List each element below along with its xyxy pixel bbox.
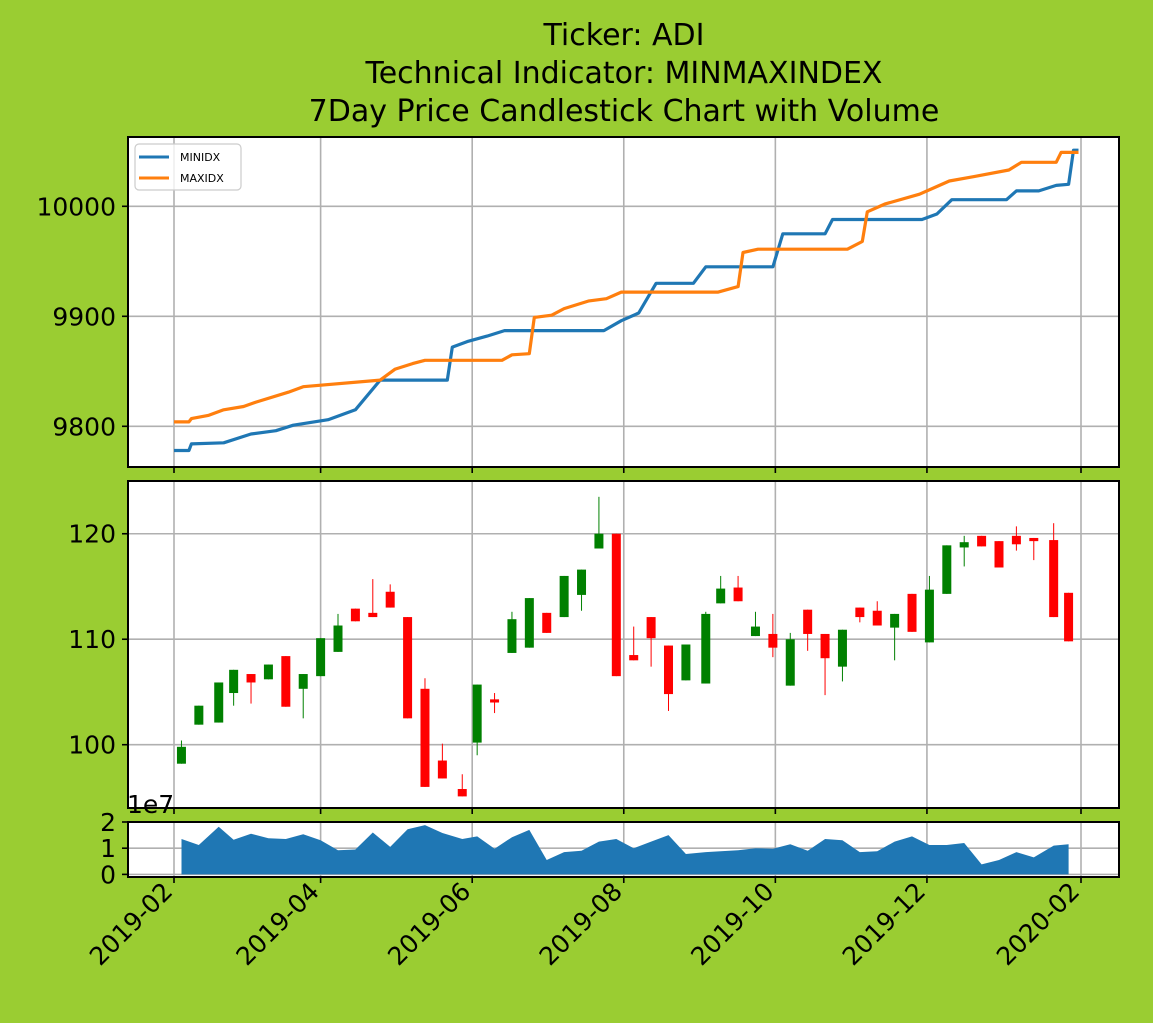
candle-body bbox=[855, 607, 865, 618]
indicator-ytick-label-2: 10000 bbox=[36, 192, 116, 221]
candle-body bbox=[437, 760, 447, 779]
candle-body bbox=[594, 533, 604, 549]
candle-body bbox=[664, 645, 674, 695]
candle-body bbox=[263, 664, 273, 680]
volume-ytick-label-1: 1 bbox=[100, 834, 116, 863]
volume-frame bbox=[127, 821, 1120, 878]
indicator-ytick-label-0: 9800 bbox=[52, 412, 116, 441]
candle-body bbox=[890, 613, 900, 628]
volume-ytick-label-0: 0 bbox=[100, 860, 116, 889]
candle-body bbox=[214, 682, 224, 723]
volume-ytick-label-2: 2 bbox=[100, 808, 116, 837]
candle-body bbox=[716, 588, 726, 604]
candle-body bbox=[281, 656, 291, 707]
indicator-lines bbox=[174, 148, 1079, 453]
candle-body bbox=[611, 533, 621, 677]
candle-body bbox=[803, 609, 813, 634]
candle-body bbox=[629, 655, 639, 661]
candle-body bbox=[298, 674, 308, 689]
candle-body bbox=[1049, 540, 1059, 618]
price-ytick-label-0: 100 bbox=[68, 731, 116, 760]
candle-body bbox=[872, 610, 882, 626]
candle-body bbox=[994, 541, 1004, 568]
candle-body bbox=[507, 619, 517, 653]
candle-body bbox=[785, 639, 795, 686]
candle-body bbox=[524, 598, 534, 648]
candle-body bbox=[701, 613, 711, 684]
series-line-minidx bbox=[174, 148, 1079, 453]
volume-offset-label: 1e7 bbox=[127, 790, 174, 819]
price-frame bbox=[127, 480, 1120, 809]
candle-body bbox=[229, 669, 239, 694]
candle-body bbox=[559, 575, 569, 618]
candle-body bbox=[333, 625, 343, 652]
candle-body bbox=[350, 608, 360, 622]
candle-body bbox=[194, 705, 204, 725]
candle-body bbox=[959, 542, 969, 548]
candle-body bbox=[837, 629, 847, 667]
candle-body bbox=[368, 612, 378, 618]
price-ytick-label-2: 120 bbox=[68, 520, 116, 549]
candle-body bbox=[1064, 592, 1074, 642]
candle-body bbox=[977, 535, 987, 547]
indicator-ytick-label-1: 9900 bbox=[52, 302, 116, 331]
candle-body bbox=[472, 684, 482, 743]
candle-body bbox=[457, 789, 467, 797]
candle-body bbox=[942, 545, 952, 594]
indicator-frame bbox=[127, 136, 1120, 468]
legend-label-minidx: MINIDX bbox=[180, 151, 221, 164]
candle-body bbox=[907, 593, 917, 632]
candle-body bbox=[681, 644, 691, 681]
legend-label-maxidx: MAXIDX bbox=[180, 172, 224, 185]
candle-body bbox=[403, 617, 413, 719]
title-line-2: Technical Indicator: MINMAXINDEX bbox=[364, 56, 882, 91]
price-ytick-label-1: 110 bbox=[68, 625, 116, 654]
series-line-maxidx bbox=[174, 150, 1079, 424]
candle-body bbox=[420, 688, 430, 787]
candle-body bbox=[542, 612, 552, 633]
candle-body bbox=[490, 699, 500, 703]
candles bbox=[176, 496, 1074, 797]
chart-legend: MINIDX MAXIDX bbox=[134, 143, 242, 191]
candle-body bbox=[646, 617, 656, 639]
candle-body bbox=[820, 633, 830, 659]
candle-body bbox=[1029, 537, 1039, 542]
title-line-3: 7Day Price Candlestick Chart with Volume bbox=[309, 94, 940, 129]
candle-body bbox=[577, 569, 587, 595]
candle-body bbox=[316, 638, 326, 677]
candle-body bbox=[733, 587, 743, 602]
candle-body bbox=[385, 591, 395, 608]
candle-body bbox=[768, 633, 778, 648]
candle-body bbox=[246, 674, 256, 683]
title-line-1: Ticker: ADI bbox=[543, 18, 705, 53]
volume-area bbox=[181, 825, 1069, 875]
candle-body bbox=[1011, 535, 1021, 545]
candle-body bbox=[750, 626, 760, 637]
candle-body bbox=[924, 589, 934, 643]
candle-body bbox=[176, 746, 186, 764]
